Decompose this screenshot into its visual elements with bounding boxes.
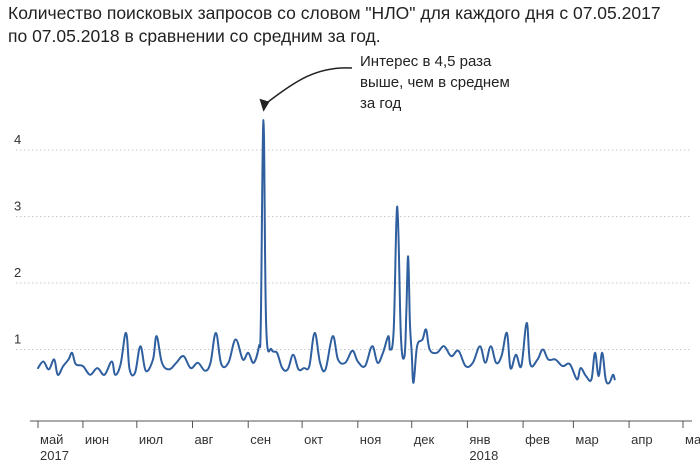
- x-tick-label: фев: [525, 432, 550, 447]
- x-tick-year-label: 2017: [40, 448, 69, 463]
- series-layer: [37, 119, 616, 385]
- x-tick-year-label: 2018: [469, 448, 498, 463]
- y-tick-label: 1: [14, 332, 21, 347]
- x-tick-label: май: [40, 432, 63, 447]
- series-line-0: [37, 119, 616, 385]
- grid-lines: [16, 149, 690, 350]
- x-tick-label: май: [685, 432, 700, 447]
- chart-title: Количество поисковых запросов со словом …: [8, 2, 698, 48]
- x-tick-label: дек: [414, 432, 435, 447]
- y-axis-ticks: 1 2 3 4: [14, 132, 21, 347]
- y-tick-label: 2: [14, 265, 21, 280]
- annotation-arrow: [264, 67, 353, 106]
- x-tick-label: ноя: [360, 432, 381, 447]
- x-tick-label: янв: [469, 432, 490, 447]
- chart-title-line-2: по 07.05.2018 в сравнении со средним за …: [8, 26, 381, 46]
- x-tick-label: сен: [250, 432, 271, 447]
- x-tick-label: июн: [85, 432, 109, 447]
- x-tick-label: апр: [631, 432, 653, 447]
- y-tick-label: 4: [14, 132, 21, 147]
- x-tick-label: мар: [575, 432, 598, 447]
- annotation-text-line: выше, чем в среднем: [360, 74, 510, 91]
- annotation: Интерес в 4,5 раза выше, чем в среднем за …: [259, 53, 510, 112]
- annotation-text-line: Интерес в 4,5 раза: [360, 53, 492, 70]
- annotation-text-line: за год: [360, 95, 402, 112]
- x-tick-label: окт: [304, 432, 323, 447]
- annotation-arrow-head: [259, 98, 270, 112]
- x-tick-label: июл: [139, 432, 163, 447]
- y-tick-label: 3: [14, 199, 21, 214]
- chart-title-line-1: Количество поисковых запросов со словом …: [8, 3, 661, 23]
- x-tick-label: авг: [195, 432, 214, 447]
